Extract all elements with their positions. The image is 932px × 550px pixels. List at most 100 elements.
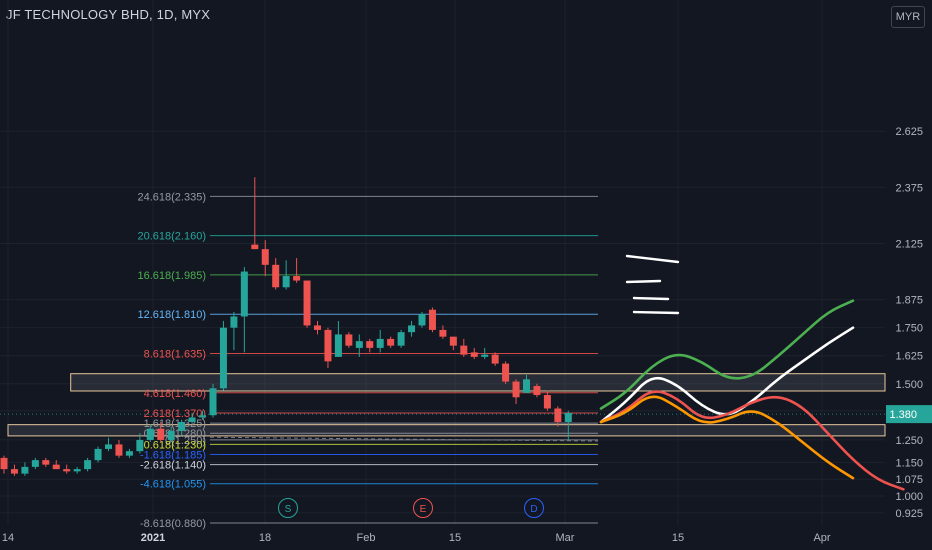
candle-body xyxy=(470,352,478,357)
candle-body xyxy=(303,280,311,326)
candle-body xyxy=(460,345,468,355)
fib-level-label: 8.618(1.635) xyxy=(144,349,206,361)
y-axis-tick-label: 1.750 xyxy=(895,323,923,335)
candle-body xyxy=(533,386,541,396)
y-axis-tick-label: 1.150 xyxy=(895,457,923,469)
candle-body xyxy=(397,332,405,346)
candle-body xyxy=(136,439,144,452)
candle-body xyxy=(481,354,489,357)
y-axis-tick-label: 1.625 xyxy=(895,351,923,363)
candle-body xyxy=(31,460,39,467)
candle-body xyxy=(387,338,395,346)
projection-curve xyxy=(599,299,855,410)
last-price-tag xyxy=(886,405,932,424)
fib-level-label: 4.618(1.460) xyxy=(144,388,206,400)
y-axis-tick-label: 1.500 xyxy=(895,379,923,391)
event-marker-label: E xyxy=(420,504,427,515)
candle-body xyxy=(355,341,363,348)
support-resistance-zone xyxy=(70,373,886,392)
projection-curve xyxy=(599,395,855,480)
last-price-label: 1.380 xyxy=(889,409,917,421)
drawn-marker-line xyxy=(625,279,662,284)
event-marker xyxy=(413,498,433,518)
candle-body xyxy=(63,469,71,472)
candle-body xyxy=(0,457,8,470)
candle-body xyxy=(261,249,269,265)
candle-body xyxy=(52,464,60,470)
candle-body xyxy=(188,417,196,422)
candle-body xyxy=(293,276,301,281)
x-axis-tick-label: 15 xyxy=(449,532,461,544)
candle-body xyxy=(115,444,123,456)
y-axis-tick-label: 1.875 xyxy=(895,295,923,307)
candle-body xyxy=(157,428,165,440)
candle-body xyxy=(21,466,29,474)
candle-body xyxy=(554,408,562,422)
candle-body xyxy=(10,469,18,474)
x-axis-tick-label: 18 xyxy=(259,532,271,544)
x-axis-tick-label: 14 xyxy=(2,532,14,544)
candle-body xyxy=(272,264,280,288)
drawn-marker-line xyxy=(625,254,680,264)
fib-level-label: -1.618(1.185) xyxy=(140,450,206,462)
x-axis-tick-label: Mar xyxy=(556,532,575,544)
y-axis-tick-label: 1.250 xyxy=(895,435,923,447)
fib-level-label: 24.618(2.335) xyxy=(138,191,207,203)
candle-body xyxy=(219,327,227,389)
candle-body xyxy=(543,395,551,409)
fib-level-label: -0.618(1.230) xyxy=(140,439,206,451)
candle-body xyxy=(84,460,92,470)
y-axis-tick-label: 2.125 xyxy=(895,238,923,250)
x-axis-tick-label: 2021 xyxy=(141,532,165,544)
candle-body xyxy=(449,336,457,346)
candle-body xyxy=(240,271,248,317)
candle-body xyxy=(523,379,530,393)
fib-level-label: 12.618(1.810) xyxy=(138,309,207,321)
candle-body xyxy=(230,316,238,328)
y-axis-tick-label: 0.925 xyxy=(895,508,923,520)
x-axis-tick-label: Feb xyxy=(357,532,376,544)
candle-body xyxy=(105,444,112,449)
candle-body xyxy=(73,469,81,472)
y-axis-tick-label: 2.375 xyxy=(895,182,923,194)
candle-body xyxy=(125,451,133,456)
candle-body xyxy=(428,309,436,330)
y-axis-tick-label: 2.625 xyxy=(895,126,923,138)
candle-body xyxy=(314,325,321,330)
candle-body xyxy=(334,334,342,357)
fib-trend-line xyxy=(209,436,599,442)
x-axis-tick-label: Apr xyxy=(813,532,830,544)
candle-body xyxy=(282,276,290,288)
candle-body xyxy=(167,430,175,440)
candle-body xyxy=(502,363,510,382)
drawn-marker-line xyxy=(632,296,670,301)
fib-level-label: 0(1.250) xyxy=(165,435,206,447)
fib-level-label: -2.618(1.140) xyxy=(140,460,206,472)
candle-body xyxy=(42,460,50,465)
projection-curve xyxy=(599,390,905,491)
fib-level-label: -8.618(0.880) xyxy=(140,518,206,530)
support-resistance-zone xyxy=(7,424,886,437)
candle-body xyxy=(439,329,447,337)
event-marker-label: S xyxy=(285,504,292,515)
candle-body xyxy=(251,244,259,250)
candle-body xyxy=(366,341,374,348)
event-marker xyxy=(524,498,544,518)
event-marker xyxy=(278,498,298,518)
candle-body xyxy=(564,412,572,422)
candle-body xyxy=(408,325,416,333)
fib-level-label: 20.618(2.160) xyxy=(138,231,207,243)
y-axis-tick-label: 1.000 xyxy=(895,491,923,503)
y-axis-tick-label: 1.075 xyxy=(895,474,923,486)
candle-body xyxy=(376,338,384,348)
x-axis-tick-label: 15 xyxy=(672,532,684,544)
fib-level-label: 16.618(1.985) xyxy=(138,270,207,282)
candle-body xyxy=(146,428,154,440)
candle-body xyxy=(199,415,207,418)
currency-button[interactable]: MYR xyxy=(891,6,925,28)
candle-body xyxy=(512,381,520,398)
event-marker-label: D xyxy=(530,504,537,515)
candle-body xyxy=(418,314,426,326)
candle-body xyxy=(345,334,353,346)
